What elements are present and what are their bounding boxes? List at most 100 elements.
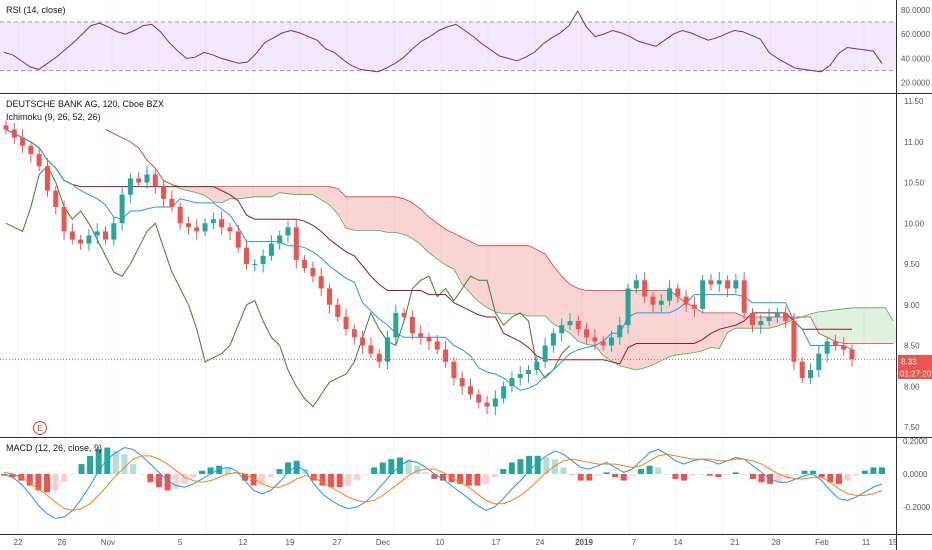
candle-body: [343, 316, 349, 330]
rsi-pane[interactable]: RSI (14, close) 80.0000 60.0000 40.0000 20.…: [0, 5, 930, 88]
cloud-segment: [818, 310, 828, 338]
cloud-segment: [843, 307, 852, 344]
candle-body: [633, 280, 639, 289]
macd-histogram-bar: [9, 474, 16, 478]
cloud-segment: [810, 311, 819, 334]
macd-axis-label: 0.0000: [903, 470, 928, 479]
candle-body: [534, 361, 540, 370]
price-axis-label: 8.00: [904, 382, 920, 391]
candle-body: [53, 190, 59, 207]
candle-body: [725, 280, 731, 289]
cloud-segment: [296, 186, 305, 195]
rsi-axis-label: 80.0000: [901, 6, 930, 15]
candle-body: [360, 337, 366, 346]
cloud-segment: [462, 237, 471, 294]
macd-histogram-bar: [474, 474, 481, 486]
date-axis[interactable]: 22 26 Nov 5 12 19 27 Dec 10 17 24 2019 7 14 21 28 Feb 11 1…: [14, 538, 898, 547]
candle-body: [542, 345, 548, 362]
candle-body: [683, 296, 689, 305]
macd-histogram-bar: [388, 459, 395, 474]
date-axis-label: 28: [772, 538, 781, 547]
candle-body: [600, 341, 606, 346]
macd-histogram-bar: [483, 474, 490, 484]
ichimoku-label[interactable]: Ichimoku (9, 26, 52, 26): [6, 112, 101, 122]
macd-histogram-bar: [104, 447, 111, 474]
candle-body: [194, 227, 200, 232]
candle-body: [177, 206, 183, 224]
price-axis-label: 7.50: [904, 423, 920, 432]
date-axis-label: 19: [286, 538, 295, 547]
senkou-span-a: [105, 129, 894, 371]
cloud-segment: [528, 245, 537, 316]
macd-histogram-bar: [353, 474, 360, 481]
cloud-segment: [893, 321, 896, 344]
macd-line: [3, 447, 883, 520]
candle-body: [393, 312, 399, 338]
cloud-segment: [445, 229, 454, 270]
cloud-segment: [686, 302, 695, 354]
symbol-title[interactable]: DEUTSCHE BANK AG, 120, Cboe BZX: [6, 99, 164, 109]
price-pane[interactable]: DEUTSCHE BANK AG, 120, Cboe BZX Ichimoku…: [0, 97, 932, 435]
macd-histogram-bar: [853, 474, 860, 476]
macd-histogram-bar: [526, 455, 533, 474]
candle-body: [28, 145, 34, 154]
candle-body: [667, 288, 673, 301]
candle-body: [409, 316, 415, 334]
candle-body: [608, 337, 614, 346]
macd-histogram-bar: [775, 474, 782, 483]
candle-body: [86, 235, 92, 244]
macd-histogram-bar: [224, 467, 231, 474]
candle-body: [252, 264, 258, 265]
candle-body: [61, 206, 67, 232]
candle-body: [268, 243, 274, 256]
cloud-segment: [346, 196, 355, 231]
macd-price-axis[interactable]: 0.2000 0.0000 -0.2000: [903, 437, 931, 512]
candle-body: [691, 304, 697, 309]
macd-histogram-bar: [870, 467, 877, 474]
macd-histogram-bar: [431, 474, 438, 479]
cloud-segment: [545, 253, 554, 325]
candle-body: [277, 235, 283, 244]
earnings-marker[interactable]: E: [33, 421, 47, 435]
macd-histogram-bar: [207, 467, 214, 474]
price-axis-label: 9.50: [904, 260, 920, 269]
rsi-title: RSI (14, close): [6, 5, 66, 15]
price-axis[interactable]: 11.50 11.00 10.50 10.00 9.50 9.00 8.50 8.00 7.50: [904, 97, 925, 432]
candle-body: [152, 174, 158, 187]
cloud-segment: [271, 186, 280, 197]
candle-body: [774, 312, 780, 317]
macd-histogram-bar: [26, 474, 33, 486]
cloud-segment: [412, 202, 421, 245]
cloud-segment: [594, 290, 604, 356]
macd-histogram-bar: [534, 455, 541, 474]
rsi-band: [0, 22, 896, 71]
macd-histogram-bar: [517, 459, 524, 474]
date-axis-label: 15: [889, 538, 898, 547]
cloud-segment: [677, 296, 687, 355]
rsi-price-axis[interactable]: 80.0000 60.0000 40.0000 20.0000: [901, 6, 930, 88]
cloud-segment: [868, 307, 877, 344]
date-axis-label: 26: [58, 538, 67, 547]
cloud-segment: [395, 196, 405, 235]
cloud-segment: [603, 290, 612, 361]
macd-histogram-bar: [698, 474, 705, 475]
date-axis-label: 10: [436, 538, 445, 547]
macd-histogram-bar: [328, 474, 335, 488]
candle-body: [227, 227, 233, 232]
macd-histogram-bar: [173, 474, 180, 489]
cloud-segment: [304, 186, 313, 195]
candle-body: [841, 345, 847, 350]
candle-body: [78, 239, 84, 244]
cloud-segment: [337, 188, 347, 229]
macd-histogram-bar: [69, 474, 76, 475]
candle-body: [285, 227, 291, 236]
macd-pane[interactable]: MACD (12, 26, close, 9) 0.2000 0.0000 -0.2…: [1, 437, 931, 520]
macd-histogram-bar: [655, 467, 662, 474]
date-axis-label: 22: [14, 538, 23, 547]
candle-body: [260, 255, 266, 264]
date-axis-label: 2019: [575, 538, 593, 547]
candle-body: [161, 186, 167, 199]
cloud-segment: [354, 196, 363, 231]
cloud-segment: [885, 307, 894, 344]
